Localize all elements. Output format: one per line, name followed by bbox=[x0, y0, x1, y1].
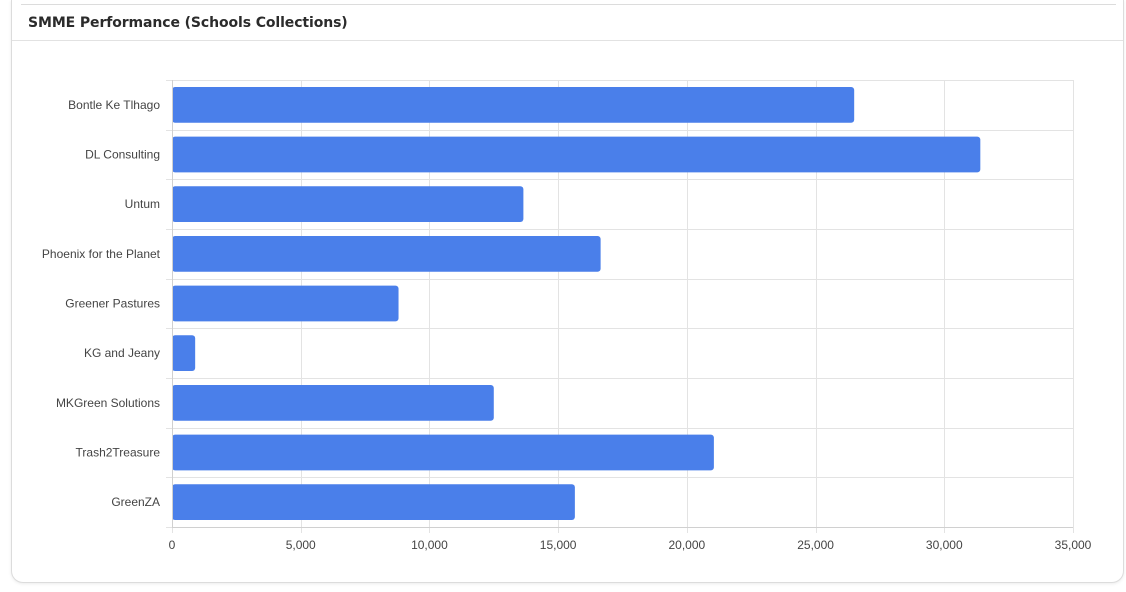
x-tick-label: 30,000 bbox=[926, 538, 963, 552]
category-label: Greener Pastures bbox=[65, 297, 160, 311]
top-divider bbox=[21, 4, 1116, 5]
category-labels: Bontle Ke Tlhago DL Consulting Untum Phoeni… bbox=[42, 98, 161, 509]
x-tick-label: 20,000 bbox=[669, 538, 706, 552]
bar[interactable] bbox=[172, 86, 855, 123]
x-tick-label: 35,000 bbox=[1055, 538, 1092, 552]
axes bbox=[166, 80, 1073, 528]
bar[interactable] bbox=[172, 136, 981, 173]
category-label: DL Consulting bbox=[85, 148, 160, 162]
x-tick-label: 0 bbox=[169, 538, 176, 552]
card-title: SMME Performance (Schools Collections) bbox=[28, 15, 348, 31]
card-header: SMME Performance (Schools Collections) bbox=[12, 6, 1123, 41]
bar[interactable] bbox=[172, 335, 196, 372]
category-label: Untum bbox=[125, 197, 160, 211]
bar[interactable] bbox=[172, 484, 575, 521]
x-tick-label: 25,000 bbox=[797, 538, 834, 552]
category-label: GreenZA bbox=[111, 495, 160, 509]
category-label: MKGreen Solutions bbox=[56, 396, 160, 410]
category-label: Phoenix for the Planet bbox=[42, 247, 161, 261]
bar[interactable] bbox=[172, 235, 601, 272]
category-label: KG and Jeany bbox=[84, 346, 160, 360]
bar[interactable] bbox=[172, 285, 399, 322]
bar[interactable] bbox=[172, 186, 524, 223]
x-tick-label: 15,000 bbox=[540, 538, 577, 552]
x-tick-label: 10,000 bbox=[411, 538, 448, 552]
bar[interactable] bbox=[172, 434, 714, 471]
x-tick-labels: 0 5,000 10,000 15,000 20,000 25,000 30,000 35,0… bbox=[169, 538, 1092, 552]
x-tick-label: 5,000 bbox=[286, 538, 316, 552]
bars bbox=[172, 86, 981, 521]
bar[interactable] bbox=[172, 384, 494, 421]
category-label: Trash2Treasure bbox=[76, 446, 161, 460]
category-label: Bontle Ke Tlhago bbox=[68, 98, 160, 112]
